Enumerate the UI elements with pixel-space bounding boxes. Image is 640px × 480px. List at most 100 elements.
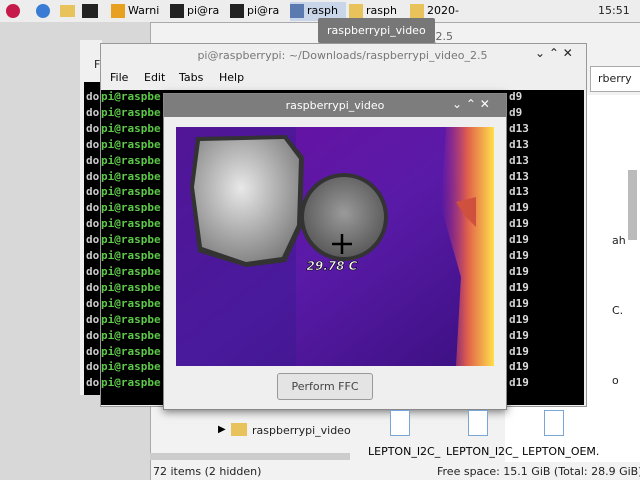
- terminal-line: pi@raspbe: [101, 105, 161, 119]
- window-title: pi@raspberrypi: ~/Downloads/raspberrypi_…: [197, 49, 488, 62]
- files-icon[interactable]: [60, 5, 75, 17]
- task-button[interactable]: Warni: [128, 4, 160, 17]
- file-name[interactable]: LEPTON_OEM.: [522, 445, 600, 458]
- browser-icon[interactable]: [36, 4, 50, 18]
- terminal-line: pi@raspbe: [101, 121, 161, 135]
- terminal-line: pi@raspbe: [101, 264, 161, 278]
- task-button[interactable]: rasph: [307, 4, 338, 17]
- terminal-line: do: [86, 185, 100, 199]
- terminal-line: d19: [509, 217, 529, 231]
- task-icon: [111, 4, 125, 18]
- address-text: rberry: [598, 72, 632, 85]
- terminal-line: do: [86, 312, 100, 326]
- back-terminal-text: do do do do do do do do do do do do do do do do do do do: [86, 89, 100, 391]
- menu-item[interactable]: Edit: [144, 71, 166, 84]
- status-right: Free space: 15.1 GiB (Total: 28.9 GiB): [437, 465, 640, 478]
- terminal-line: do: [86, 280, 100, 294]
- terminal-line: d13: [509, 185, 529, 199]
- terminal-line: d13: [509, 121, 529, 135]
- hot-streak: [456, 197, 476, 227]
- tree-item[interactable]: raspberrypi_video: [252, 424, 351, 437]
- file-name: C.: [612, 304, 624, 317]
- task-button[interactable]: 2020-: [427, 4, 459, 17]
- window-controls[interactable]: ⌄ ⌃ ✕: [452, 97, 490, 111]
- terminal-line: d19: [509, 376, 529, 390]
- terminal-line: d19: [509, 328, 529, 342]
- terminal-line: do: [86, 233, 100, 247]
- terminal-line: d19: [509, 312, 529, 326]
- window-title: raspberrypi_video: [285, 99, 385, 112]
- terminal-line: d19: [509, 249, 529, 263]
- terminal-line: pi@raspbe: [101, 153, 161, 167]
- terminal-line: pi@raspbe: [101, 249, 161, 263]
- task-button[interactable]: pi@ra: [247, 4, 280, 17]
- terminal-line: do: [86, 201, 100, 215]
- scrollbar[interactable]: [628, 170, 637, 240]
- terminal-line: do: [86, 169, 100, 183]
- terminal-line: d19: [509, 360, 529, 374]
- terminal-line: pi@raspbe: [101, 90, 161, 103]
- terminal-line: pi@raspbe: [101, 169, 161, 183]
- terminal-icon[interactable]: [82, 4, 98, 18]
- ffc-button[interactable]: Perform FFC: [277, 373, 373, 400]
- terminal-line: pi@raspbe: [101, 233, 161, 247]
- file-name[interactable]: LEPTON_I2C_: [368, 445, 441, 458]
- menu-button[interactable]: [6, 4, 20, 18]
- terminal-line: pi@raspbe: [101, 217, 161, 231]
- active-task: [290, 2, 346, 21]
- window-title: _2.5: [430, 30, 453, 43]
- temperature: 29.78 C: [307, 259, 358, 273]
- terminal-line: do: [86, 360, 100, 374]
- file-icon: [544, 410, 564, 436]
- folder-icon: [231, 423, 247, 436]
- terminal-line: do: [86, 328, 100, 342]
- hot-region: [441, 127, 494, 366]
- terminal-prompts: pi@raspbe pi@raspbe pi@raspbe pi@raspbe pi@r…: [101, 89, 161, 391]
- terminal-line: d19: [509, 296, 529, 310]
- terminal-line: do: [86, 153, 100, 167]
- terminal-line: do: [86, 344, 100, 358]
- terminal-line: pi@raspbe: [101, 280, 161, 294]
- task-button[interactable]: rasph: [366, 4, 397, 17]
- terminal-line: do: [86, 105, 100, 119]
- task-icon: [230, 4, 244, 18]
- task-button[interactable]: pi@ra: [187, 4, 220, 17]
- terminal-line: do: [86, 249, 100, 263]
- terminal-output: d9 d9 d13 d13 d13 d13 d13 d19 d19 d19 d19 d19 d19 d19…: [509, 89, 529, 391]
- terminal-line: pi@raspbe: [101, 376, 161, 390]
- terminal-line: pi@raspbe: [101, 185, 161, 199]
- file-name: ah: [612, 234, 626, 247]
- terminal-line: pi@raspbe: [101, 296, 161, 310]
- tooltip: raspberrypi_video: [318, 18, 435, 43]
- file-icon: [468, 410, 488, 436]
- terminal-line: pi@raspbe: [101, 312, 161, 326]
- ball: [304, 177, 384, 257]
- file-name: o: [612, 374, 619, 387]
- terminal-line: pi@raspbe: [101, 201, 161, 215]
- terminal-line: do: [86, 376, 100, 390]
- terminal-line: d13: [509, 137, 529, 151]
- terminal-line: pi@raspbe: [101, 328, 161, 342]
- menu-item[interactable]: Tabs: [179, 71, 204, 84]
- terminal-line: d19: [509, 344, 529, 358]
- stone: [194, 139, 299, 262]
- terminal-line: d9: [509, 105, 523, 119]
- clock: 15:51: [598, 4, 630, 17]
- terminal-line: d19: [509, 233, 529, 247]
- window-controls[interactable]: ⌄ ⌃ ✕: [535, 46, 573, 60]
- menu-item[interactable]: Help: [219, 71, 245, 84]
- expander[interactable]: ▶: [218, 424, 226, 435]
- menu-item[interactable]: File: [110, 71, 129, 84]
- scrollbar[interactable]: [150, 453, 350, 460]
- menu-item[interactable]: F: [94, 58, 101, 71]
- terminal-line: d13: [509, 169, 529, 183]
- terminal-line: pi@raspbe: [101, 360, 161, 374]
- task-icon: [349, 4, 363, 18]
- file-name[interactable]: LEPTON_I2C_: [446, 445, 519, 458]
- task-icon: [410, 4, 424, 18]
- terminal-line: do: [86, 264, 100, 278]
- crosshair: [332, 234, 352, 254]
- address-bar[interactable]: [590, 66, 640, 92]
- terminal-line: d19: [509, 280, 529, 294]
